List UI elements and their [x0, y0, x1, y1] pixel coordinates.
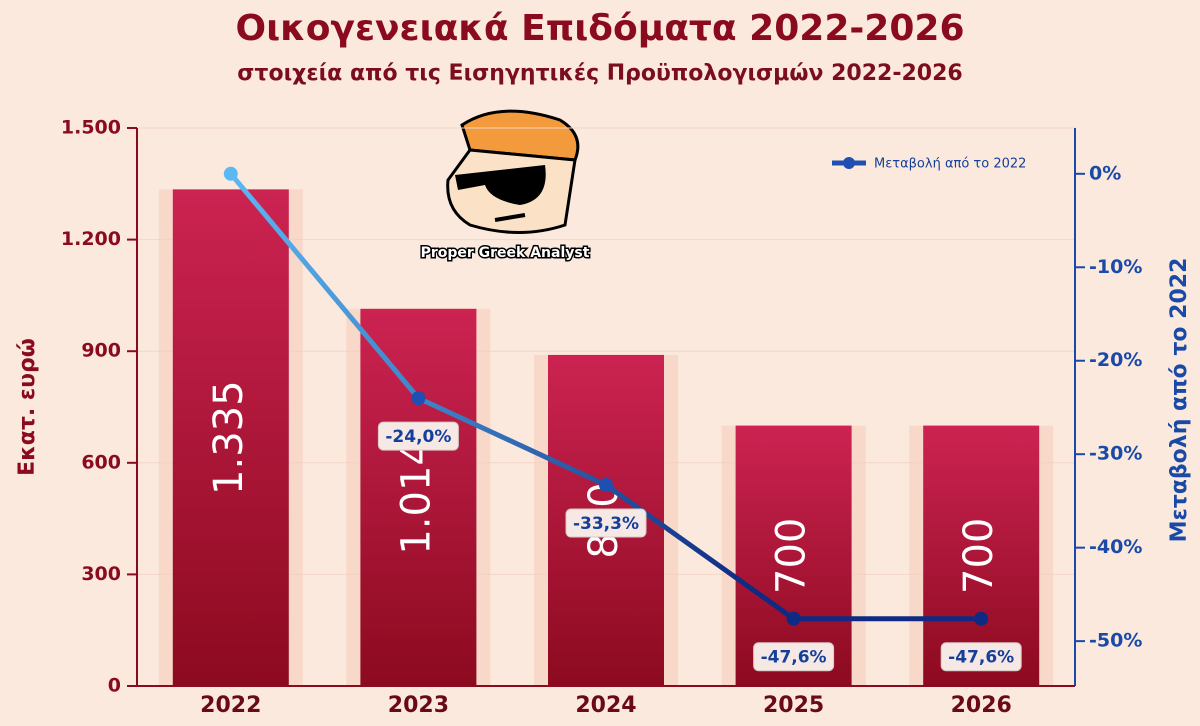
point-label: -47,6% [940, 642, 1022, 672]
line-point [786, 611, 801, 626]
bar-value-label: 1.014 [393, 440, 439, 555]
legend-label: Μεταβολή από το 2022 [874, 157, 1026, 172]
legend: Μεταβολή από το 2022 [832, 157, 1026, 172]
x-tick-label: 2022 [200, 693, 261, 718]
legend-dot [843, 157, 855, 169]
point-label: -24,0% [377, 421, 459, 451]
logo [446, 109, 580, 234]
x-tick-label: 2024 [575, 693, 636, 718]
point-label-box [753, 642, 835, 672]
y2-tick-label: -30% [1089, 443, 1142, 465]
point-value-label: -47,6% [948, 648, 1014, 668]
point-label: -33,3% [565, 508, 647, 538]
point-value-label: -24,0% [385, 427, 451, 447]
logo-mouth [494, 213, 526, 222]
bar-value-label: 1.335 [206, 380, 252, 495]
point-label-box [565, 508, 647, 538]
point-label-box [377, 421, 459, 451]
logo-hair [460, 109, 580, 162]
y-tick-label: 1.200 [61, 228, 121, 250]
bar [360, 308, 477, 686]
line-point [599, 478, 613, 493]
y-tick-label: 600 [81, 451, 121, 473]
logo-glasses [455, 165, 546, 205]
y-tick-label: 900 [81, 340, 121, 362]
y-tick-label: 0 [108, 675, 121, 697]
point-value-label: -33,3% [573, 514, 639, 534]
point-value-label: -47,6% [761, 648, 827, 668]
y2-axis-title: Μεταβολή από το 2022 [1167, 258, 1192, 543]
bar [172, 189, 289, 686]
line-point [974, 611, 989, 626]
y2-tick-label: -40% [1089, 536, 1142, 558]
x-tick-label: 2025 [763, 693, 824, 718]
y2-tick-label: -20% [1089, 349, 1142, 371]
line-point [223, 166, 238, 181]
point-label: -47,6% [753, 642, 835, 672]
chart-subtitle: στοιχεία από τις Εισηγητικές Προϋπολογισ… [237, 61, 962, 86]
y-tick-label: 1.500 [61, 117, 121, 139]
point-label-box [940, 642, 1022, 672]
y-tick-label: 300 [81, 563, 121, 585]
x-tick-label: 2023 [388, 693, 449, 718]
y2-tick-label: 0% [1089, 162, 1121, 184]
y-axis-title: Εκατ. ευρώ [15, 338, 40, 476]
bar-value-label: 700 [769, 518, 815, 594]
watermark: Proper Greek Analyst [421, 245, 590, 261]
x-tick-label: 2026 [951, 693, 1012, 718]
y2-tick-label: -10% [1089, 256, 1142, 278]
chart-title: Οικογενειακά Επιδόματα 2022-2026 [235, 8, 964, 49]
y2-tick-label: -50% [1089, 630, 1142, 652]
line-point [411, 391, 426, 406]
bar-value-label: 700 [956, 518, 1002, 594]
